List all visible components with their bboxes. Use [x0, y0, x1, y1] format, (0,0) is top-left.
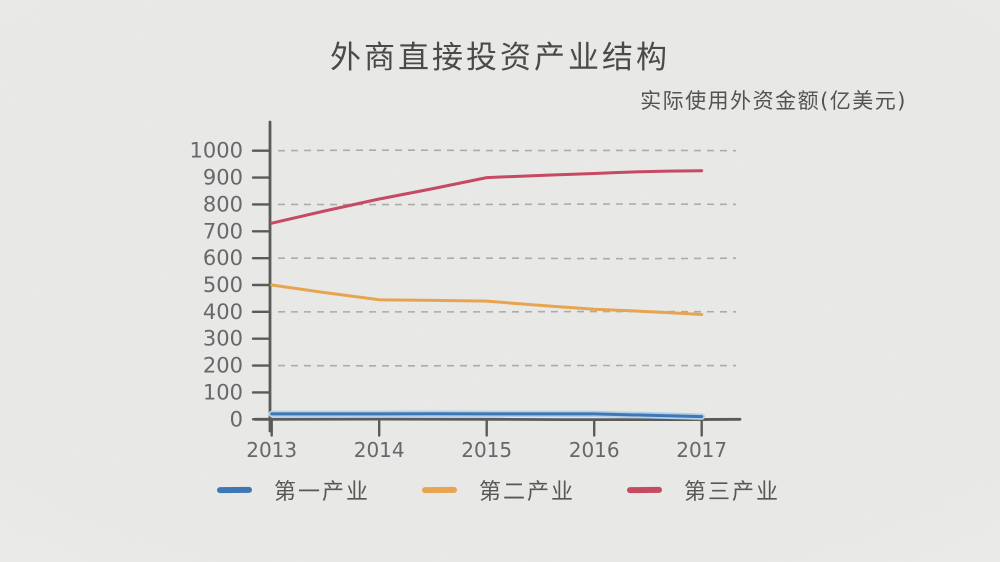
- svg-text:2013: 2013: [246, 438, 297, 462]
- svg-text:600: 600: [203, 246, 243, 270]
- svg-text:100: 100: [203, 380, 243, 404]
- chart-subtitle: 实际使用外资金额(亿美元): [640, 89, 907, 113]
- legend-label-secondary-industry: 第二产业: [479, 480, 576, 505]
- legend-label-tertiary-industry: 第三产业: [684, 480, 781, 505]
- svg-text:900: 900: [203, 166, 243, 190]
- svg-text:400: 400: [203, 300, 243, 324]
- legend-label-primary-industry: 第一产业: [274, 480, 371, 505]
- legend-swatch-primary-industry: [216, 486, 253, 494]
- svg-text:2014: 2014: [354, 438, 405, 462]
- legend-item-secondary-industry: 第二产业: [421, 474, 576, 506]
- chart-legend: 第一产业 第二产业 第三产业: [216, 474, 780, 506]
- svg-text:700: 700: [203, 219, 243, 243]
- svg-text:200: 200: [203, 354, 243, 378]
- legend-item-tertiary-industry: 第三产业: [627, 474, 780, 506]
- legend-item-primary-industry: 第一产业: [216, 474, 371, 506]
- legend-swatch-tertiary-industry: [627, 486, 663, 494]
- svg-text:1000: 1000: [190, 139, 243, 163]
- svg-text:300: 300: [203, 327, 243, 351]
- svg-text:2017: 2017: [676, 438, 727, 462]
- svg-text:2015: 2015: [461, 438, 512, 462]
- svg-text:500: 500: [203, 273, 243, 297]
- chart-title: 外商直接投资产业结构: [330, 40, 670, 76]
- legend-swatch-secondary-industry: [421, 486, 458, 494]
- svg-text:2016: 2016: [569, 438, 620, 462]
- svg-text:0: 0: [230, 407, 243, 431]
- svg-text:800: 800: [203, 192, 243, 216]
